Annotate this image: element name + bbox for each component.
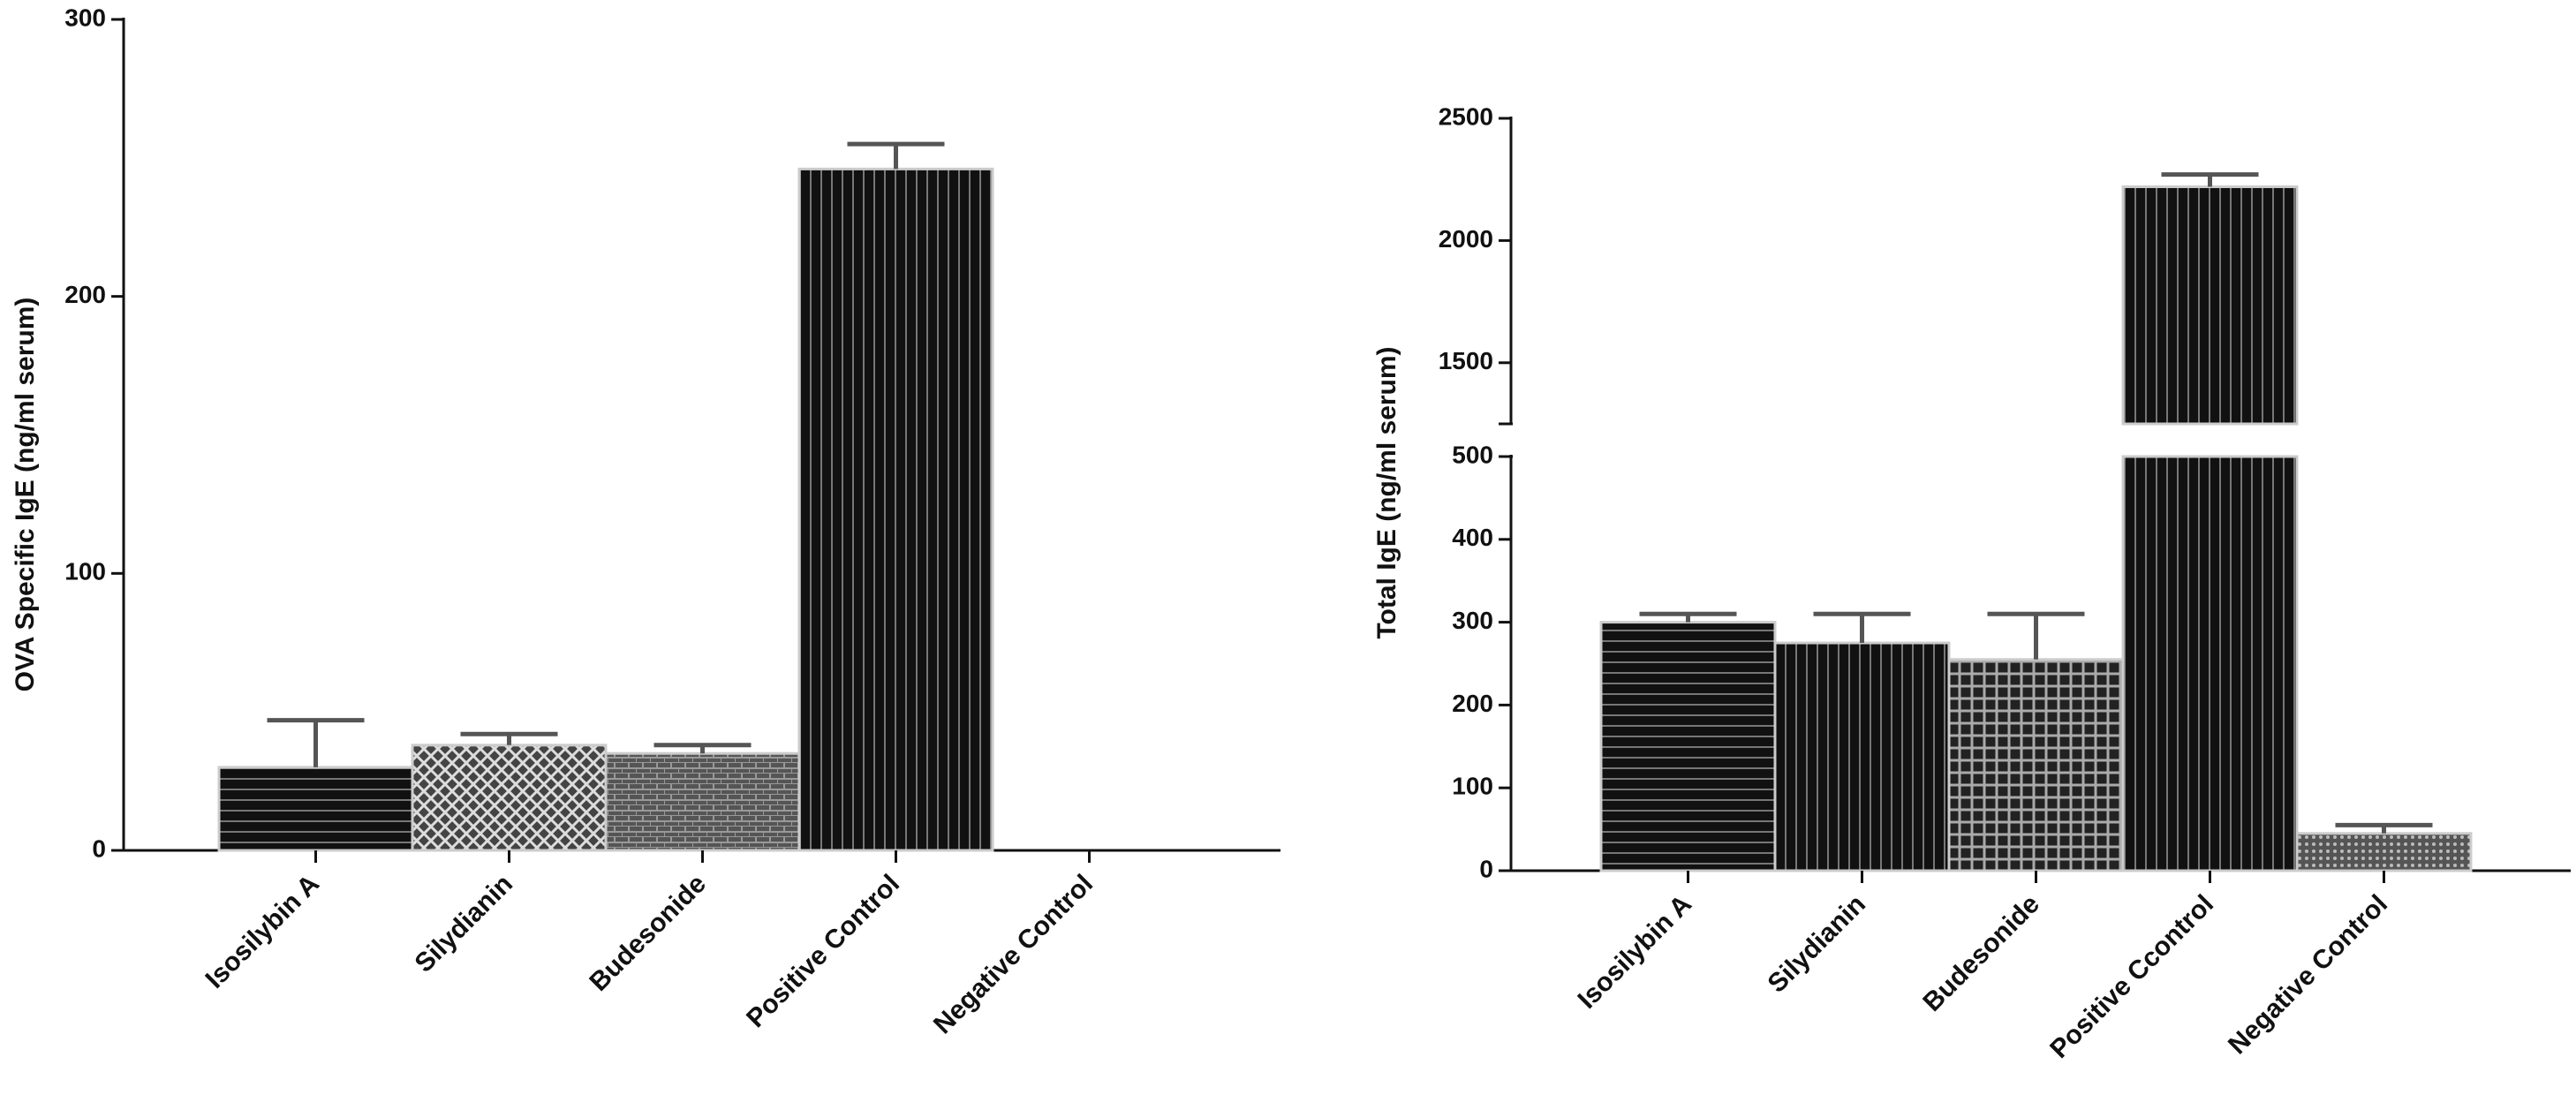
y-tick-label: 0 — [1479, 855, 1493, 882]
x-tick-label: Budesonide — [1917, 889, 2045, 1017]
error-bar — [653, 743, 752, 754]
bar — [1773, 641, 1951, 872]
y-axis-label: Total IgE (ng/ml serum) — [1372, 346, 1401, 638]
y-tick-label: 300 — [64, 4, 106, 31]
x-tick-label: Negative Control — [928, 869, 1099, 1039]
error-bar — [267, 718, 365, 767]
x-tick-label: Negative Control — [2223, 889, 2393, 1060]
error-bar — [460, 731, 558, 745]
y-tick-label: 2500 — [1439, 102, 1493, 130]
y-tick-label: 300 — [1452, 607, 1493, 634]
y-tick-label: 2000 — [1439, 225, 1493, 253]
y-tick-label: 1500 — [1439, 347, 1493, 374]
y-tick-label: 100 — [64, 558, 106, 585]
x-tick-label: Positive Ccontrol — [2044, 889, 2219, 1064]
bar — [217, 766, 414, 852]
x-tick-label: Silydianin — [410, 869, 519, 978]
bar — [604, 751, 801, 852]
bar — [411, 744, 608, 852]
y-axis-label: OVA Specific IgE (ng/ml serum) — [11, 298, 40, 692]
bar — [2121, 185, 2299, 426]
y-tick-label: 0 — [92, 834, 106, 862]
x-tick-label: Isosilybin A — [1572, 889, 1697, 1015]
x-tick-label: Silydianin — [1763, 889, 1872, 999]
error-bar — [1813, 611, 1911, 644]
x-tick-label: Isosilybin A — [200, 869, 325, 994]
bar — [2295, 832, 2473, 872]
y-tick-label: 500 — [1452, 441, 1493, 468]
bar — [797, 167, 994, 852]
error-bar — [1987, 611, 2085, 660]
bar — [2121, 455, 2299, 872]
bar — [1599, 621, 1777, 872]
y-tick-label: 200 — [64, 281, 106, 308]
y-tick-label: 100 — [1452, 773, 1493, 800]
error-bar — [2161, 172, 2259, 187]
x-tick-label: Budesonide — [584, 869, 712, 997]
error-bar — [1639, 611, 1737, 623]
y-tick-label: 400 — [1452, 524, 1493, 551]
error-bar — [2335, 822, 2433, 834]
y-tick-label: 200 — [1452, 690, 1493, 717]
x-tick-label: Positive Control — [741, 869, 905, 1033]
bar — [1947, 658, 2125, 872]
error-bar — [847, 141, 945, 170]
